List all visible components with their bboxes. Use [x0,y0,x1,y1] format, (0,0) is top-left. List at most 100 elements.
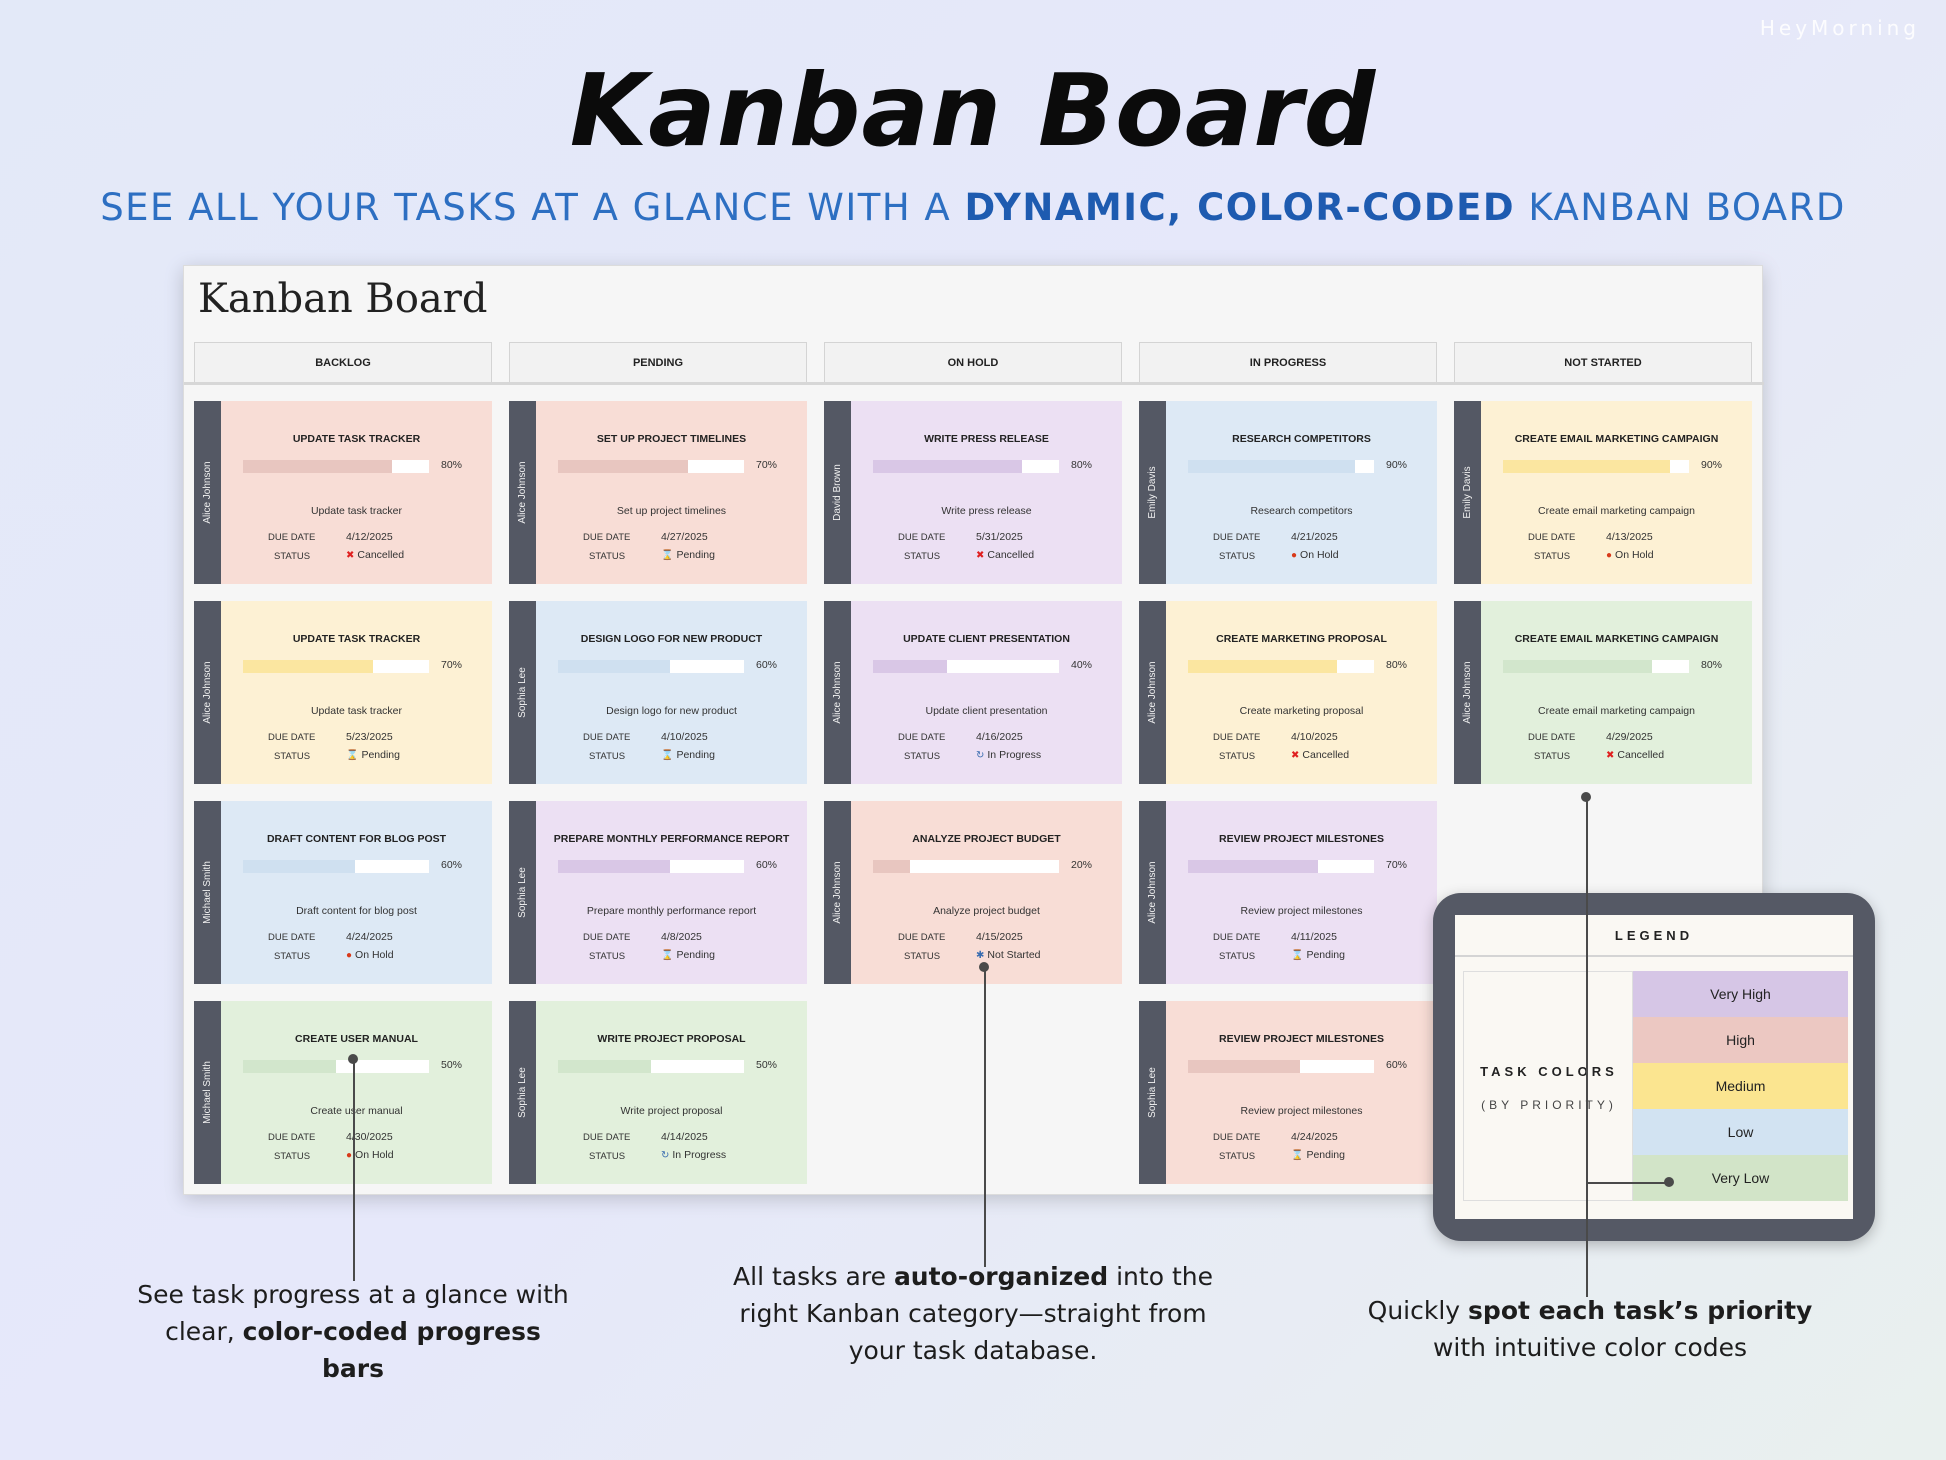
hero-title: Kanban Board [569,52,1377,169]
status-value: ↻ In Progress [661,1149,726,1161]
assignee-name: Alice Johnson [1147,861,1158,924]
progress-bar [1188,860,1374,873]
task-card[interactable]: Michael Smith CREATE USER MANUAL 50% Cre… [194,1001,492,1184]
progress-fill [873,460,1022,473]
due-date-value: 4/27/2025 [661,531,708,543]
column-header: NOT STARTED [1454,342,1752,382]
task-card[interactable]: Alice Johnson UPDATE TASK TRACKER 80% Up… [194,401,492,584]
card-body: DRAFT CONTENT FOR BLOG POST 60% Draft co… [221,801,492,984]
card-description: Review project milestones [1240,905,1363,917]
card-title: REVIEW PROJECT MILESTONES [1219,833,1384,845]
status-icon: ✱ [976,950,985,961]
task-card[interactable]: Sophia Lee WRITE PROJECT PROPOSAL 50% Wr… [509,1001,807,1184]
assignee-name: Emily Davis [1462,466,1473,519]
status-icon: ⌛ [346,750,359,761]
annotation-priority-bold: spot each task’s priority [1468,1296,1813,1325]
status-text: Cancelled [357,549,405,561]
annotation-progress-pre: clear, [165,1317,243,1346]
annotation-progress-bars: See task progress at a glance with clear… [130,1276,576,1387]
task-card[interactable]: Alice Johnson CREATE EMAIL MARKETING CAM… [1454,601,1752,784]
progress-bar [873,860,1059,873]
card-description: Analyze project budget [933,905,1040,917]
assignee-name: Alice Johnson [832,661,843,724]
due-date-value: 4/13/2025 [1606,531,1653,543]
progress-percent: 90% [1386,459,1408,471]
progress-fill [873,660,948,673]
task-card[interactable]: Sophia Lee PREPARE MONTHLY PERFORMANCE R… [509,801,807,984]
task-card[interactable]: David Brown WRITE PRESS RELEASE 80% Writ… [824,401,1122,584]
task-card[interactable]: Sophia Lee DESIGN LOGO FOR NEW PRODUCT 6… [509,601,807,784]
callout-line-progress [353,1059,355,1281]
status-text: On Hold [355,1149,394,1161]
card-description: Design logo for new product [606,705,737,717]
due-date-label: DUE DATE [268,732,316,743]
due-date-value: 4/8/2025 [661,931,702,943]
assignee-bar: Alice Johnson [824,601,851,784]
task-card[interactable]: Emily Davis CREATE EMAIL MARKETING CAMPA… [1454,401,1752,584]
progress-fill [1188,660,1337,673]
progress-bar [558,1060,744,1073]
task-card[interactable]: Emily Davis RESEARCH COMPETITORS 90% Res… [1139,401,1437,584]
board-header-divider [184,382,1764,385]
status-text: In Progress [987,749,1042,761]
status-text: Pending [1306,1149,1345,1161]
task-card[interactable]: Alice Johnson CREATE MARKETING PROPOSAL … [1139,601,1437,784]
card-description: Update task tracker [310,705,403,717]
progress-bar [558,860,744,873]
due-date-label: DUE DATE [583,1132,631,1143]
task-card[interactable]: Alice Johnson ANALYZE PROJECT BUDGET 20%… [824,801,1122,984]
due-date-label: DUE DATE [898,932,946,943]
card-body: WRITE PROJECT PROPOSAL 50% Write project… [536,1001,807,1184]
status-text: Pending [676,949,715,961]
status-text: Pending [1306,949,1345,961]
task-card[interactable]: Sophia Lee REVIEW PROJECT MILESTONES 60%… [1139,1001,1437,1184]
task-card[interactable]: Alice Johnson REVIEW PROJECT MILESTONES … [1139,801,1437,984]
progress-bar [243,660,429,673]
status-icon: ✖ [1291,750,1300,761]
status-label: STATUS [589,551,626,562]
status-value: ✖ Cancelled [1606,749,1664,761]
card-body: PREPARE MONTHLY PERFORMANCE REPORT 60% P… [536,801,807,984]
due-date-label: DUE DATE [268,932,316,943]
assignee-bar: Emily Davis [1139,401,1166,584]
callout-dot-progress [348,1054,358,1064]
callout-line-category [984,967,986,1267]
legend-panel: LEGEND TASK COLORS (BY PRIORITY) Very Hi… [1433,893,1875,1241]
legend-swatch: Medium [1633,1063,1848,1109]
status-text: On Hold [355,949,394,961]
status-label: STATUS [904,951,941,962]
card-title: UPDATE TASK TRACKER [292,633,421,645]
assignee-name: Sophia Lee [517,867,528,918]
card-body: REVIEW PROJECT MILESTONES 70% Review pro… [1166,801,1437,984]
status-text: Cancelled [1617,749,1665,761]
task-card[interactable]: Alice Johnson SET UP PROJECT TIMELINES 7… [509,401,807,584]
due-date-value: 5/23/2025 [346,731,393,743]
assignee-name: Michael Smith [202,861,213,924]
progress-percent: 40% [1071,659,1093,671]
status-icon: ● [1291,550,1298,561]
progress-fill [1188,1060,1300,1073]
progress-fill [558,1060,651,1073]
status-value: ✖ Cancelled [976,549,1034,561]
due-date-label: DUE DATE [268,532,316,543]
assignee-bar: Sophia Lee [509,1001,536,1184]
annotation-progress-line1: See task progress at a glance with [137,1280,569,1309]
card-body: REVIEW PROJECT MILESTONES 60% Review pro… [1166,1001,1437,1184]
due-date-label: DUE DATE [583,732,631,743]
annotation-category-line3: your task database. [848,1336,1098,1365]
task-card[interactable]: Michael Smith DRAFT CONTENT FOR BLOG POS… [194,801,492,984]
status-text: Pending [361,749,400,761]
assignee-name: Alice Johnson [832,861,843,924]
progress-fill [558,860,670,873]
due-date-value: 4/21/2025 [1291,531,1338,543]
card-title: CREATE USER MANUAL [295,1033,418,1045]
task-card[interactable]: Alice Johnson UPDATE TASK TRACKER 70% Up… [194,601,492,784]
status-value: ● On Hold [346,949,394,961]
assignee-name: Emily Davis [1147,466,1158,519]
status-icon: ✖ [976,550,985,561]
status-label: STATUS [1219,551,1256,562]
task-card[interactable]: Alice Johnson UPDATE CLIENT PRESENTATION… [824,601,1122,784]
card-title: SET UP PROJECT TIMELINES [596,433,747,445]
card-body: ANALYZE PROJECT BUDGET 20% Analyze proje… [851,801,1122,984]
progress-fill [243,660,374,673]
